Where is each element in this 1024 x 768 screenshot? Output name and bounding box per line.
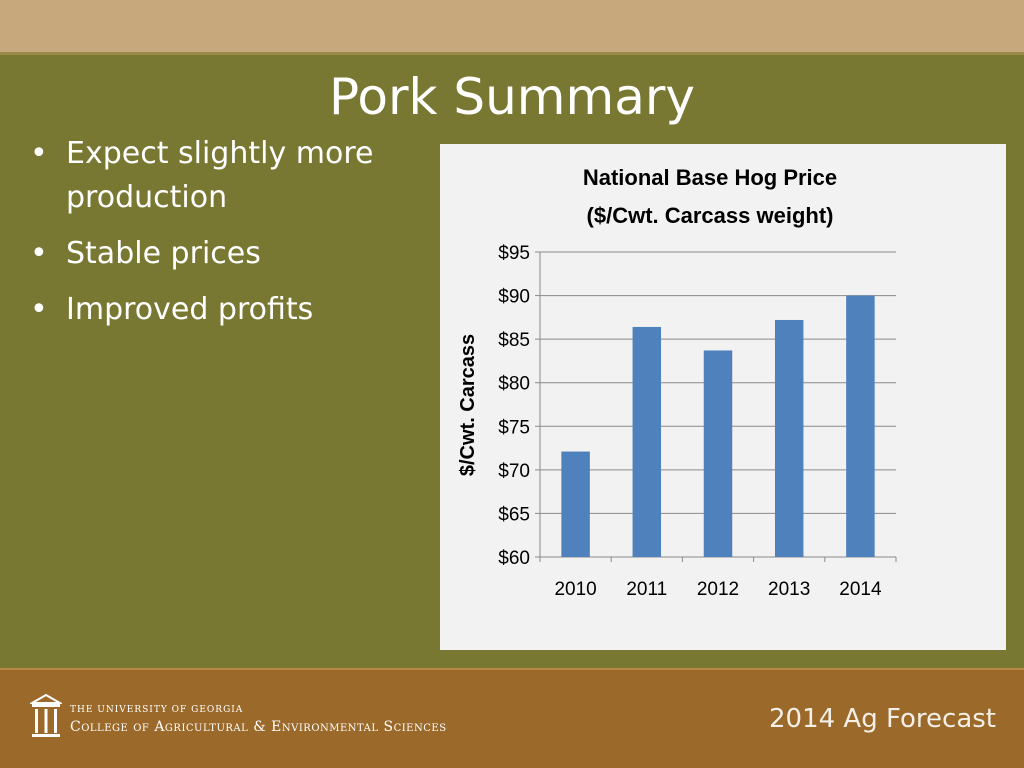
y-tick-label: $70 xyxy=(498,461,530,482)
bullet-item: • Improved profits xyxy=(28,288,428,332)
bullet-text: Expect slightly more production xyxy=(66,136,374,215)
footer-bar xyxy=(0,668,1024,768)
x-tick-label: 2014 xyxy=(839,579,882,600)
bullet-dot: • xyxy=(30,136,48,171)
college-name: College of Agricultural & Environmental … xyxy=(70,719,447,735)
y-axis-label: $/Cwt. Carcass xyxy=(457,334,479,476)
top-divider xyxy=(0,52,1024,55)
bar-2012 xyxy=(703,350,733,557)
top-band xyxy=(0,0,1024,52)
bars xyxy=(561,295,875,557)
arch-logo-icon xyxy=(30,693,62,737)
bar-2011 xyxy=(632,326,662,557)
x-tick-label: 2013 xyxy=(768,579,810,600)
bar-2010 xyxy=(561,451,590,557)
y-tick-label: $65 xyxy=(498,504,530,525)
slide-title: Pork Summary xyxy=(329,68,695,126)
bullet-item: • Expect slightly more production xyxy=(28,132,428,220)
hog-price-chart: National Base Hog Price ($/Cwt. Carcass … xyxy=(457,165,897,600)
y-tick-label: $90 xyxy=(498,287,530,308)
x-tick-label: 2011 xyxy=(626,579,667,600)
bar-2014 xyxy=(846,295,875,557)
x-tick-label: 2010 xyxy=(554,579,596,600)
forecast-label: 2014 Ag Forecast xyxy=(768,704,996,734)
x-tick-label: 2012 xyxy=(697,579,739,600)
y-tick-label: $95 xyxy=(498,243,530,264)
bullet-list: • Expect slightly more production • Stab… xyxy=(28,132,428,344)
bar-2013 xyxy=(774,319,804,557)
bullet-text: Stable prices xyxy=(66,236,261,271)
footer-divider xyxy=(0,668,1024,670)
bullet-text: Improved profits xyxy=(66,292,314,327)
bullet-dot: • xyxy=(30,292,48,327)
bullet-dot: • xyxy=(30,236,48,271)
y-tick-label: $75 xyxy=(498,417,530,438)
y-tick-labels: $60 $65 $70 $75 $80 $85 $90 $95 xyxy=(498,243,530,569)
chart-title-line-2: ($/Cwt. Carcass weight) xyxy=(587,203,834,228)
y-tick-label: $60 xyxy=(498,548,530,569)
y-tick-label: $85 xyxy=(498,330,530,351)
x-tick-labels: 2010 2011 2012 2013 2014 xyxy=(554,579,882,600)
y-tick-label: $80 xyxy=(498,374,530,395)
university-name: THE UNIVERSITY OF GEORGIA xyxy=(70,705,244,715)
bullet-item: • Stable prices xyxy=(28,232,428,276)
chart-title-line-1: National Base Hog Price xyxy=(583,165,837,190)
chart-panel: National Base Hog Price ($/Cwt. Carcass … xyxy=(440,144,1006,650)
